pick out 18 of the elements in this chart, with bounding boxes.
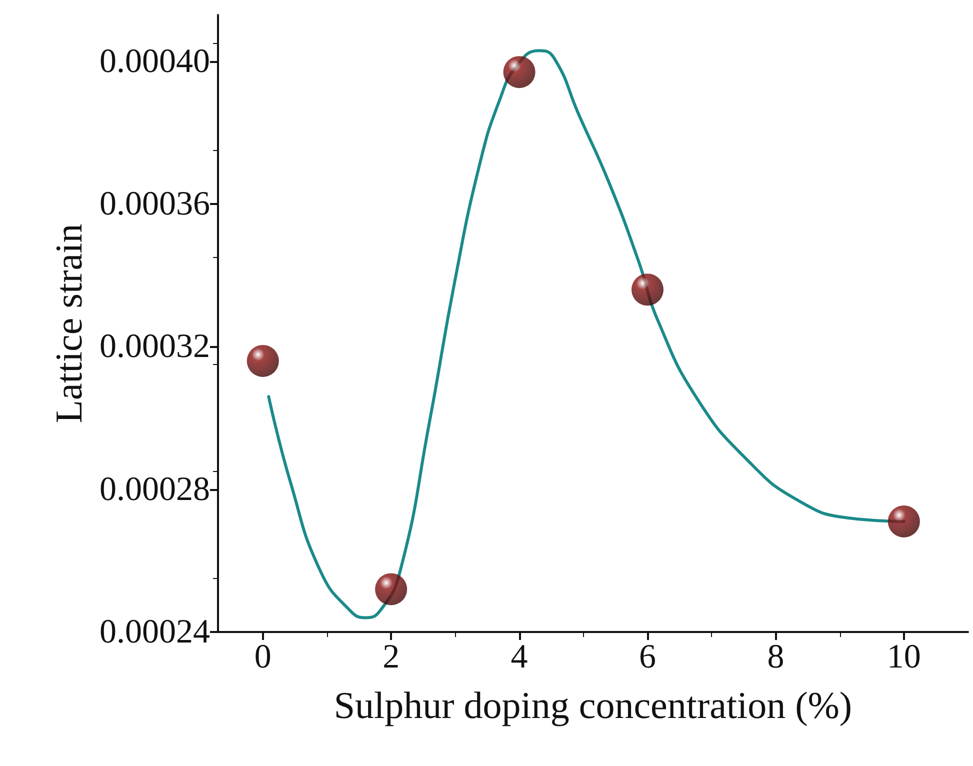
point	[632, 274, 664, 306]
y-tick-label: 0.00028	[100, 470, 210, 508]
x-tick-label: 4	[510, 638, 528, 676]
x-tick-label: 2	[382, 638, 400, 676]
x-tick-label: 0	[254, 638, 272, 676]
point	[888, 505, 920, 538]
x-axis-title: Sulphur doping concentration (%)	[334, 685, 852, 727]
x-tick-label: 6	[638, 638, 656, 676]
y-tick-label: 0.00036	[100, 186, 210, 223]
y-tick-label: 0.00024	[100, 614, 210, 650]
point	[375, 573, 408, 606]
y-tick-label: 0.00040	[100, 42, 210, 80]
x-tick-label: 8	[767, 638, 784, 676]
point	[246, 344, 279, 377]
point	[503, 56, 536, 88]
x-tick-label: 10	[886, 638, 921, 676]
y-tick-label: 0.00032	[100, 328, 210, 366]
y-axis-title: Lattice strain	[48, 224, 91, 424]
